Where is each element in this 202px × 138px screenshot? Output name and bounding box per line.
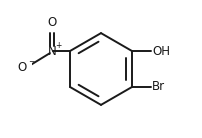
Text: +: + xyxy=(55,41,62,50)
Text: O: O xyxy=(47,16,57,29)
Text: O: O xyxy=(17,61,26,74)
Text: −: − xyxy=(28,58,34,67)
Text: OH: OH xyxy=(152,45,170,58)
Text: Br: Br xyxy=(152,80,165,93)
Text: N: N xyxy=(48,45,56,58)
